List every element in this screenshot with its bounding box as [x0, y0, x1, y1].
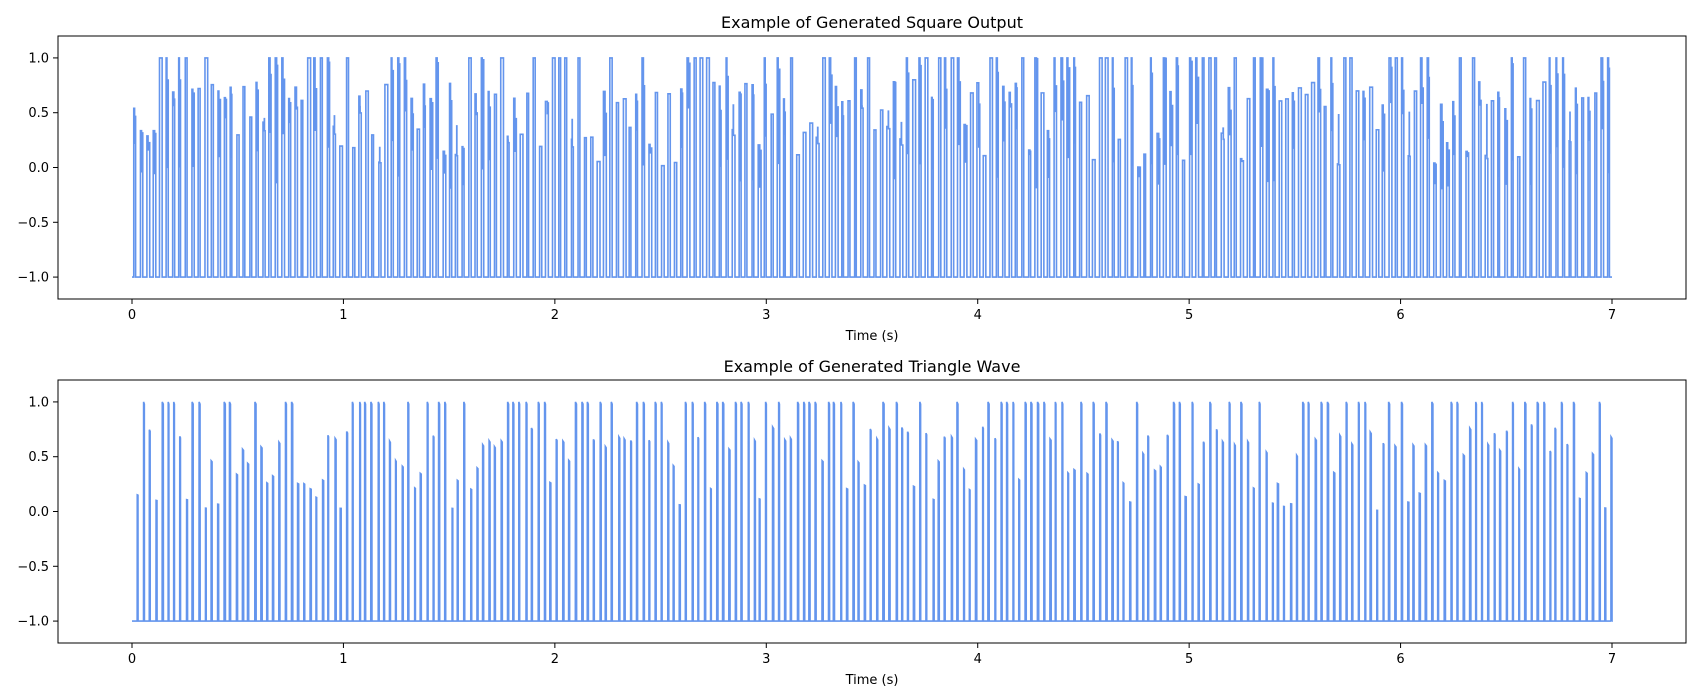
x-tick-label: 7 [1608, 308, 1616, 323]
y-tick-label: 1.0 [28, 395, 49, 410]
x-tick-label: 6 [1396, 308, 1404, 323]
y-tick-label: −0.5 [17, 216, 49, 231]
square-output-chart: Example of Generated Square Output 0 1 2 3 4… [17, 13, 1687, 344]
x-axis-ticks: 0 1 2 3 4 5 6 7 [128, 299, 1616, 323]
x-axis-ticks: 0 1 2 3 4 5 6 7 [128, 643, 1616, 667]
y-tick-label: −1.0 [17, 615, 49, 630]
y-axis-ticks: −1.0 −0.5 0.0 0.5 1.0 [17, 51, 58, 286]
chart-title: Example of Generated Square Output [721, 13, 1023, 32]
x-tick-label: 0 [128, 308, 136, 323]
x-axis-label: Time (s) [845, 329, 899, 344]
x-tick-label: 3 [762, 308, 770, 323]
x-tick-label: 5 [1185, 308, 1193, 323]
x-tick-label: 7 [1608, 652, 1616, 667]
x-tick-label: 2 [551, 308, 559, 323]
x-tick-label: 2 [551, 652, 559, 667]
chart-title: Example of Generated Triangle Wave [724, 357, 1021, 376]
y-tick-label: 0.0 [28, 161, 49, 176]
y-tick-label: 0.5 [28, 450, 49, 465]
y-tick-label: 0.5 [28, 106, 49, 121]
x-tick-label: 6 [1396, 652, 1404, 667]
plot-area [132, 401, 1613, 622]
x-axis-label: Time (s) [845, 673, 899, 688]
x-tick-label: 3 [762, 652, 770, 667]
y-tick-label: −0.5 [17, 560, 49, 575]
x-tick-label: 1 [339, 652, 347, 667]
y-tick-label: 1.0 [28, 51, 49, 66]
plot-area [132, 57, 1612, 278]
x-tick-label: 4 [974, 308, 982, 323]
x-tick-label: 0 [128, 652, 136, 667]
series-line-triangle [132, 401, 1613, 622]
y-tick-label: −1.0 [17, 271, 49, 286]
series-line-square [132, 57, 1612, 278]
y-axis-ticks: −1.0 −0.5 0.0 0.5 1.0 [17, 395, 58, 630]
x-tick-label: 5 [1185, 652, 1193, 667]
triangle-wave-chart: Example of Generated Triangle Wave 0 1 2 3 4… [17, 357, 1687, 688]
x-tick-label: 4 [974, 652, 982, 667]
y-tick-label: 0.0 [28, 505, 49, 520]
x-tick-label: 1 [339, 308, 347, 323]
